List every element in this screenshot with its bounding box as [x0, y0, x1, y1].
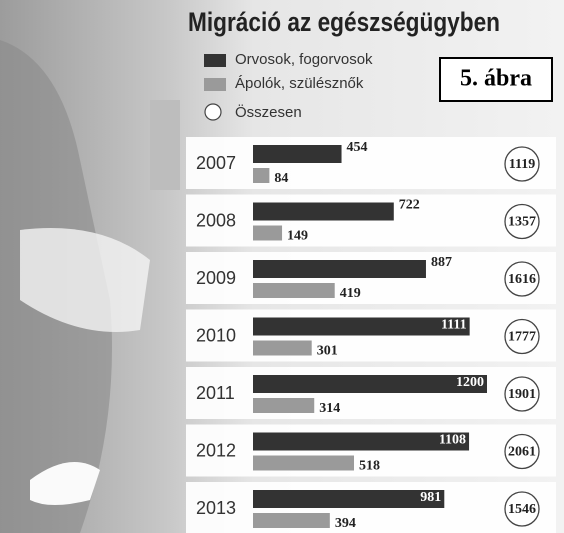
- figure-label: 5. ábra: [460, 66, 532, 92]
- figure-label-box: [439, 57, 553, 102]
- total-label: 1357: [508, 215, 536, 230]
- value-label: 981: [420, 490, 441, 505]
- category-label: 2007: [196, 153, 236, 173]
- legend-label: Ápolók, szülésznők: [235, 75, 364, 92]
- value-label: 1108: [439, 433, 466, 448]
- bar: [253, 490, 445, 508]
- bar: [253, 145, 342, 163]
- bar: [253, 340, 312, 356]
- total-label: 1777: [508, 330, 536, 345]
- bar: [253, 260, 426, 278]
- bar: [253, 225, 283, 241]
- value-label: 301: [317, 344, 338, 359]
- total-circle: [504, 433, 540, 470]
- category-label: 2012: [196, 440, 236, 460]
- total-label: 1546: [508, 502, 536, 517]
- category-label: 2008: [196, 210, 236, 230]
- legend-swatch: [204, 54, 226, 67]
- value-label: 887: [431, 255, 452, 270]
- value-label: 1200: [456, 375, 484, 390]
- total-label: 1119: [509, 157, 535, 172]
- value-label: 84: [274, 171, 288, 186]
- legend-label: Orvosok, fogorvosok: [235, 51, 373, 68]
- category-label: 2011: [196, 383, 235, 403]
- bar: [253, 513, 330, 528]
- value-label: 518: [359, 459, 380, 474]
- value-label: 394: [335, 516, 356, 531]
- value-label: 454: [347, 140, 368, 155]
- total-label: 1901: [508, 387, 536, 402]
- bar: [253, 283, 335, 298]
- total-circle: [504, 203, 540, 240]
- row-band: [186, 137, 556, 189]
- legend-swatch: [204, 78, 226, 91]
- legend-label: Összesen: [235, 103, 302, 121]
- total-label: 2061: [508, 445, 536, 460]
- category-label: 2009: [196, 268, 236, 288]
- category-label: 2013: [196, 498, 236, 518]
- bar: [253, 375, 487, 393]
- value-label: 314: [319, 401, 340, 416]
- bar: [253, 455, 355, 471]
- category-label: 2010: [196, 325, 236, 345]
- total-circle: [504, 146, 540, 182]
- legend-circle: [204, 103, 222, 121]
- bar: [253, 168, 270, 183]
- bar: [253, 202, 394, 221]
- value-label: 419: [340, 286, 361, 301]
- value-label: 149: [287, 229, 308, 244]
- chart-title: Migráció az egészségügyben: [188, 7, 500, 37]
- total-label: 1616: [508, 272, 536, 287]
- total-circle: [504, 318, 540, 355]
- bar: [253, 317, 470, 336]
- photo-chair: [20, 228, 150, 332]
- bar: [253, 398, 315, 413]
- value-label: 1111: [441, 318, 467, 333]
- photo-shoe: [30, 462, 100, 505]
- total-circle: [504, 261, 540, 297]
- bar: [253, 432, 470, 451]
- photo-wall-item: [150, 100, 180, 190]
- value-label: 722: [399, 198, 420, 213]
- total-circle: [504, 376, 540, 412]
- total-circle: [504, 491, 540, 527]
